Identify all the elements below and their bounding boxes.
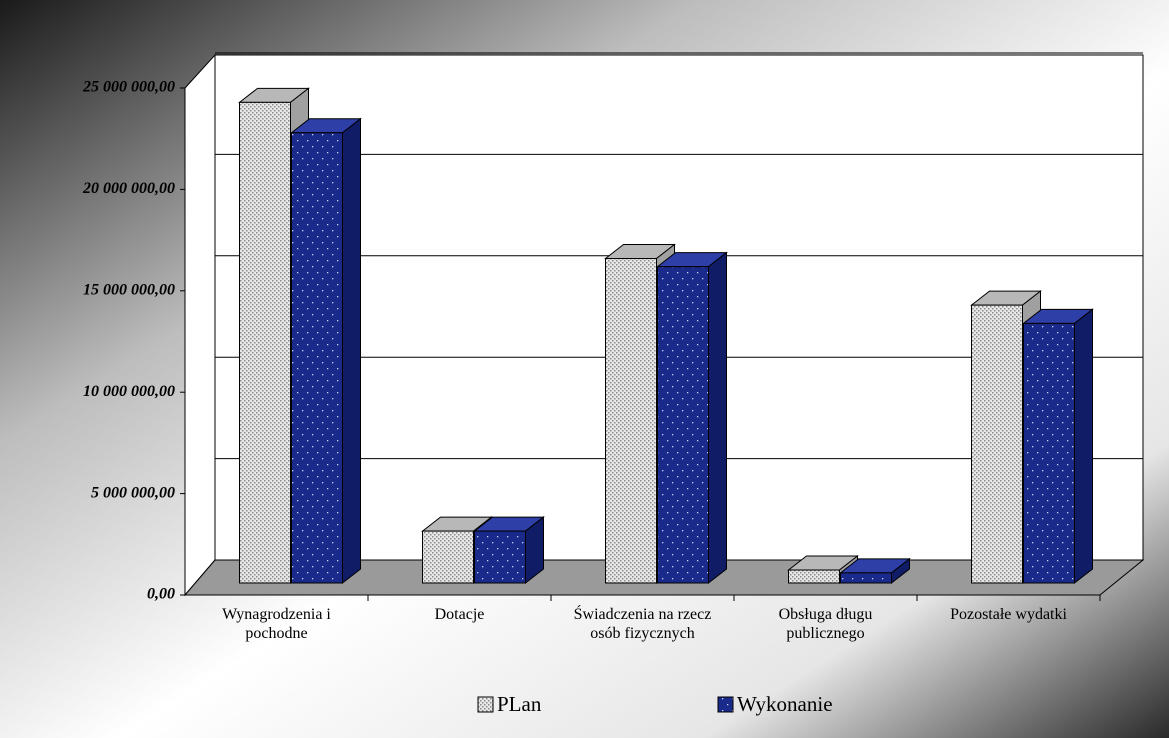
x-tick-label-box: Dotacje xyxy=(434,606,485,623)
bar xyxy=(605,258,657,584)
bar xyxy=(657,266,709,584)
legend-swatch xyxy=(717,696,734,713)
y-tick-label: 5 000 000,00 xyxy=(91,484,175,501)
x-tick-label: Pozostałe wydatki xyxy=(950,606,1067,623)
bar xyxy=(840,572,892,584)
bar xyxy=(788,569,840,584)
x-tick-label: Dotacje xyxy=(434,606,485,623)
y-tick-label: 25 000 000,00 xyxy=(82,79,175,96)
x-tick-label-box: Świadczenia na rzecz osób fizycznych xyxy=(573,606,712,642)
y-tick-label: 10 000 000,00 xyxy=(83,383,175,400)
y-tick-label: 15 000 000,00 xyxy=(83,281,175,298)
bar-side xyxy=(1074,308,1093,585)
bar-side xyxy=(708,251,727,585)
bar xyxy=(971,304,1023,584)
bar xyxy=(239,101,291,584)
legend-label: PLan xyxy=(497,692,542,716)
bar-side xyxy=(342,117,361,585)
bar xyxy=(1023,322,1075,584)
legend-swatch xyxy=(477,696,494,713)
side-wall xyxy=(184,53,216,597)
x-tick-label-box: Wynagrodzenia i pochodne xyxy=(222,606,331,642)
legend-label: Wykonanie xyxy=(737,692,833,716)
x-tick-label: Wynagrodzenia i pochodne xyxy=(222,606,331,642)
x-tick-label: Obsługa długu publicznego xyxy=(778,606,873,642)
x-tick-label: Świadczenia na rzecz osób fizycznych xyxy=(573,606,712,642)
x-tick-label-box: Pozostałe wydatki xyxy=(950,606,1067,623)
bar xyxy=(291,132,343,584)
bar xyxy=(474,530,526,584)
bar xyxy=(422,530,474,584)
y-tick-label: 0,00 xyxy=(147,586,175,603)
y-tick-label: 20 000 000,00 xyxy=(82,180,175,197)
x-tick-label-box: Obsługa długu publicznego xyxy=(778,606,873,642)
